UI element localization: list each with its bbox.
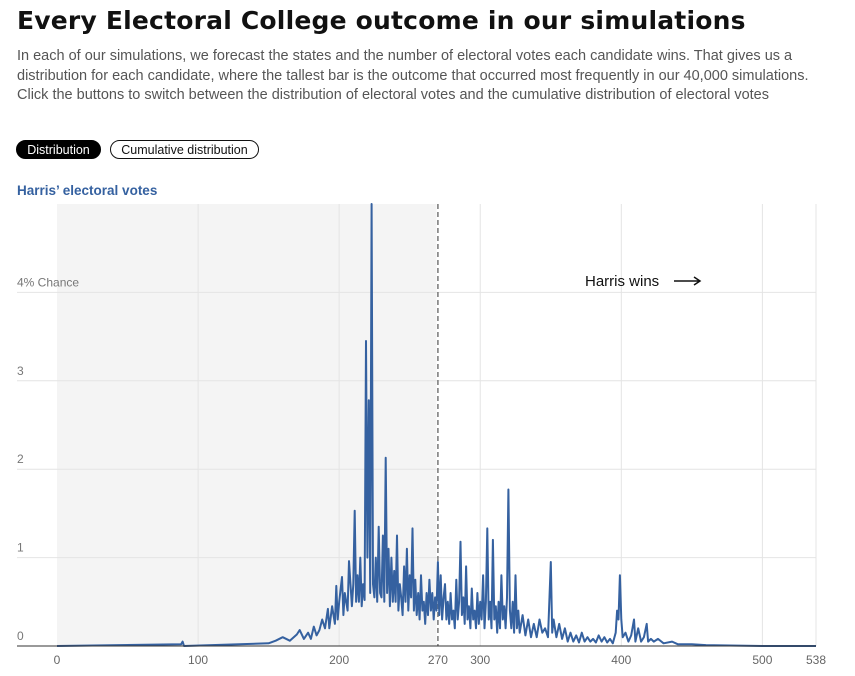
x-tick-label: 300 <box>470 653 490 667</box>
annotation-harris-wins: Harris wins <box>585 273 702 290</box>
chart-title: Harris’ electoral votes <box>17 183 158 198</box>
y-tick-label: 0 <box>17 629 24 643</box>
x-tick-label: 270 <box>428 653 448 667</box>
y-tick-label: 3 <box>17 364 24 378</box>
x-tick-label: 500 <box>752 653 772 667</box>
cumulative-distribution-button[interactable]: Cumulative distribution <box>110 140 259 159</box>
x-tick-label: 100 <box>188 653 208 667</box>
x-tick-label: 0 <box>54 653 61 667</box>
y-tick-label: 4% Chance <box>17 275 79 289</box>
x-tick-label: 200 <box>329 653 349 667</box>
series-line-harris <box>56 203 816 647</box>
x-tick-label: 400 <box>611 653 631 667</box>
annotation-text: Harris wins <box>585 273 659 290</box>
page-title: Every Electoral College outcome in our s… <box>17 6 746 35</box>
page-description: In each of our simulations, we forecast … <box>17 48 809 103</box>
y-tick-label: 1 <box>17 541 24 555</box>
x-tick-label: 538 <box>806 653 826 667</box>
y-tick-label: 2 <box>17 452 24 466</box>
distribution-button[interactable]: Distribution <box>16 140 101 159</box>
arrow-right-icon <box>674 276 702 286</box>
